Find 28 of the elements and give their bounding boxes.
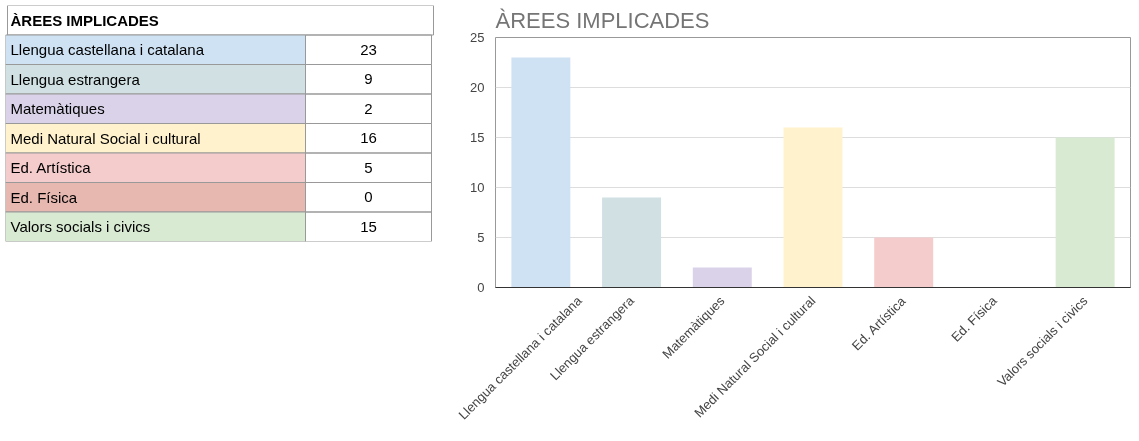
bar	[511, 57, 571, 288]
bar	[1055, 137, 1115, 288]
data-label: 2	[364, 99, 373, 117]
bar	[602, 197, 662, 288]
category-label: Matemàtiques	[10, 100, 105, 118]
data-label: 16	[360, 129, 377, 147]
y-tick-label: 25	[470, 30, 485, 45]
category-label: Llengua castellana i catalana	[10, 41, 205, 59]
y-tick-label: 10	[470, 180, 485, 195]
data-label: 0	[364, 188, 373, 206]
y-tick-label: 15	[470, 130, 485, 145]
chart-title: ÀREES IMPLICADES	[495, 7, 710, 33]
category-label: Medi Natural Social i cultural	[10, 129, 201, 147]
bar	[692, 267, 752, 288]
data-label: 23	[360, 40, 377, 58]
category-label: Valors socials i civics	[10, 218, 151, 236]
category-label: Ed. Artística	[10, 159, 92, 177]
bar	[783, 127, 843, 288]
y-tick-label: 0	[477, 280, 485, 295]
y-tick-label: 5	[477, 230, 485, 245]
category-label: Llengua estrangera	[10, 70, 141, 88]
text: ÀREES IMPLICADES	[10, 11, 159, 29]
category-label: Ed. Física	[10, 188, 78, 206]
y-tick-label: 20	[470, 80, 485, 95]
data-label: 9	[364, 70, 373, 88]
bar	[874, 237, 934, 288]
data-label: 15	[360, 217, 377, 235]
data-label: 5	[364, 158, 373, 176]
